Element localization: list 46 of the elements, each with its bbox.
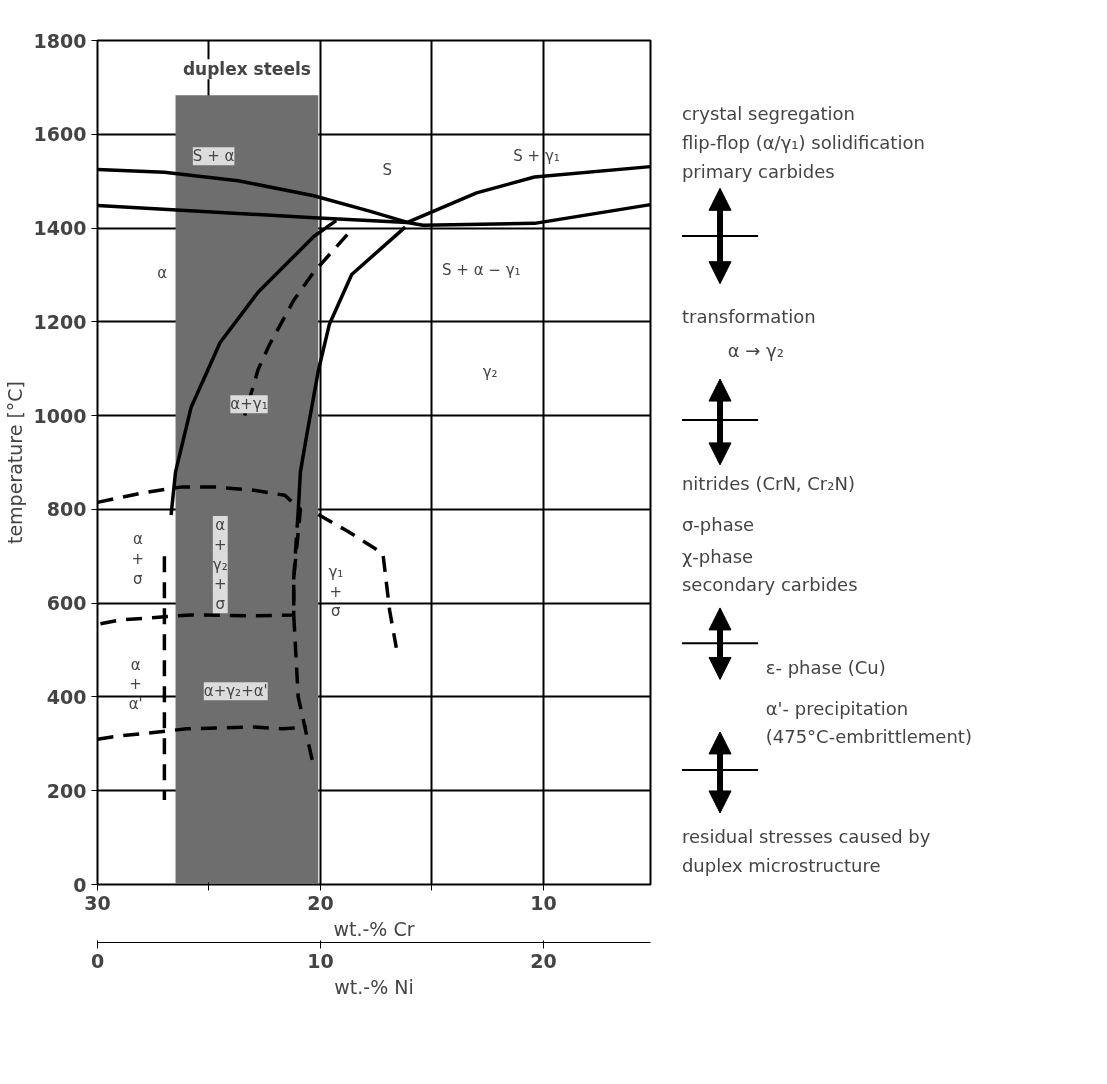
text: residual stresses caused by bbox=[681, 826, 931, 848]
annotation: α bbox=[157, 264, 168, 283]
x-tick-label: 30 bbox=[84, 891, 111, 914]
annotation: α+γ₁ bbox=[230, 395, 268, 414]
band-label: duplex steels bbox=[182, 59, 311, 80]
text: nitrides (CrN, Cr₂N) bbox=[681, 473, 855, 495]
x2-axis-title: wt.-% Ni bbox=[334, 975, 414, 998]
annotation: γ₂ bbox=[482, 363, 498, 382]
annotation: S + α − γ₁ bbox=[442, 261, 521, 280]
x2-tick-label: 10 bbox=[307, 949, 334, 972]
text: α'- precipitation bbox=[765, 697, 909, 719]
y-tick-label: 1200 bbox=[33, 310, 87, 333]
x2-tick-label: 20 bbox=[530, 949, 557, 972]
text: duplex microstructure bbox=[681, 854, 881, 876]
text: secondary carbides bbox=[681, 573, 858, 595]
y-tick-label: 1600 bbox=[33, 123, 87, 146]
text: χ-phase bbox=[681, 545, 754, 567]
annotation: γ₁ + σ bbox=[328, 562, 344, 621]
annotation: S bbox=[382, 161, 393, 180]
text: flip-flop (α/γ₁) solidification bbox=[681, 132, 925, 154]
y-tick-label: 400 bbox=[46, 685, 87, 708]
x2-tick-label: 0 bbox=[90, 949, 105, 972]
text: primary carbides bbox=[681, 160, 835, 182]
text: transformation bbox=[681, 305, 816, 327]
y-tick-label: 200 bbox=[46, 779, 87, 802]
x-tick-label: 10 bbox=[530, 891, 557, 914]
annotation: α + σ bbox=[131, 529, 145, 588]
y-tick-label: 1400 bbox=[33, 217, 87, 240]
annotation: S + γ₁ bbox=[513, 147, 560, 166]
text: crystal segregation bbox=[681, 103, 855, 125]
y-tick-label: 800 bbox=[46, 498, 87, 521]
y-tick-label: 1000 bbox=[33, 404, 87, 427]
x-axis-title: wt.-% Cr bbox=[333, 917, 415, 940]
annotation: α + α' bbox=[128, 655, 143, 714]
x-tick-label: 20 bbox=[307, 891, 334, 914]
annotation: S + α bbox=[192, 147, 235, 166]
y-tick-label: 1800 bbox=[33, 29, 87, 52]
y-axis-title: temperature [°C] bbox=[3, 380, 26, 545]
text: α → γ₂ bbox=[727, 339, 784, 361]
text: (475°C-embrittlement) bbox=[765, 726, 972, 748]
y-tick-label: 600 bbox=[46, 592, 87, 615]
annotation: α + γ₂ + σ bbox=[212, 516, 228, 614]
text: ε- phase (Cu) bbox=[765, 656, 886, 678]
text: σ-phase bbox=[681, 514, 755, 536]
annotation: α+γ₂+α' bbox=[203, 682, 268, 701]
y-tick-label: 0 bbox=[73, 873, 87, 896]
